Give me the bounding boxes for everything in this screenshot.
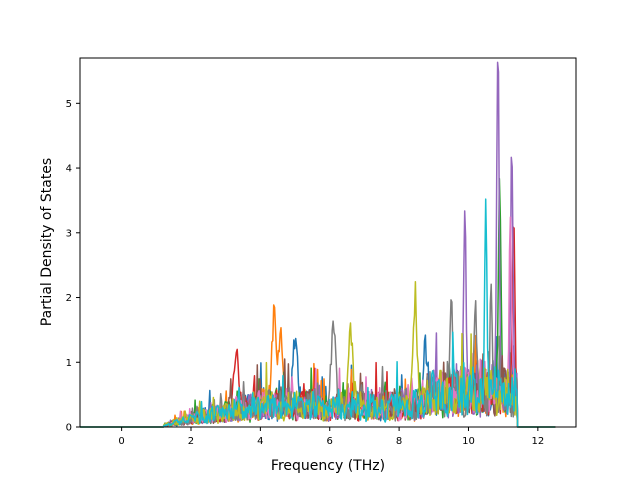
x-tick-label: 8 bbox=[396, 436, 402, 447]
y-axis-ticks: 0 1 2 3 4 5 bbox=[66, 99, 80, 434]
x-axis-ticks: 0 2 4 6 8 10 12 bbox=[118, 427, 544, 447]
x-tick-label: 6 bbox=[327, 436, 333, 447]
y-tick-label: 2 bbox=[66, 293, 72, 304]
x-axis-label: Frequency (THz) bbox=[271, 458, 385, 474]
plot-frame bbox=[79, 57, 577, 428]
y-tick-label: 0 bbox=[66, 423, 72, 434]
y-tick-label: 1 bbox=[66, 358, 72, 369]
y-tick-label: 3 bbox=[66, 228, 72, 239]
x-tick-label: 12 bbox=[531, 436, 544, 447]
y-axis-label: Partial Density of States bbox=[39, 158, 55, 326]
y-tick-label: 5 bbox=[66, 99, 72, 110]
x-tick-label: 2 bbox=[188, 436, 194, 447]
x-tick-label: 10 bbox=[462, 436, 475, 447]
y-tick-label: 4 bbox=[66, 164, 72, 175]
x-tick-label: 0 bbox=[118, 436, 124, 447]
x-tick-label: 4 bbox=[257, 436, 263, 447]
